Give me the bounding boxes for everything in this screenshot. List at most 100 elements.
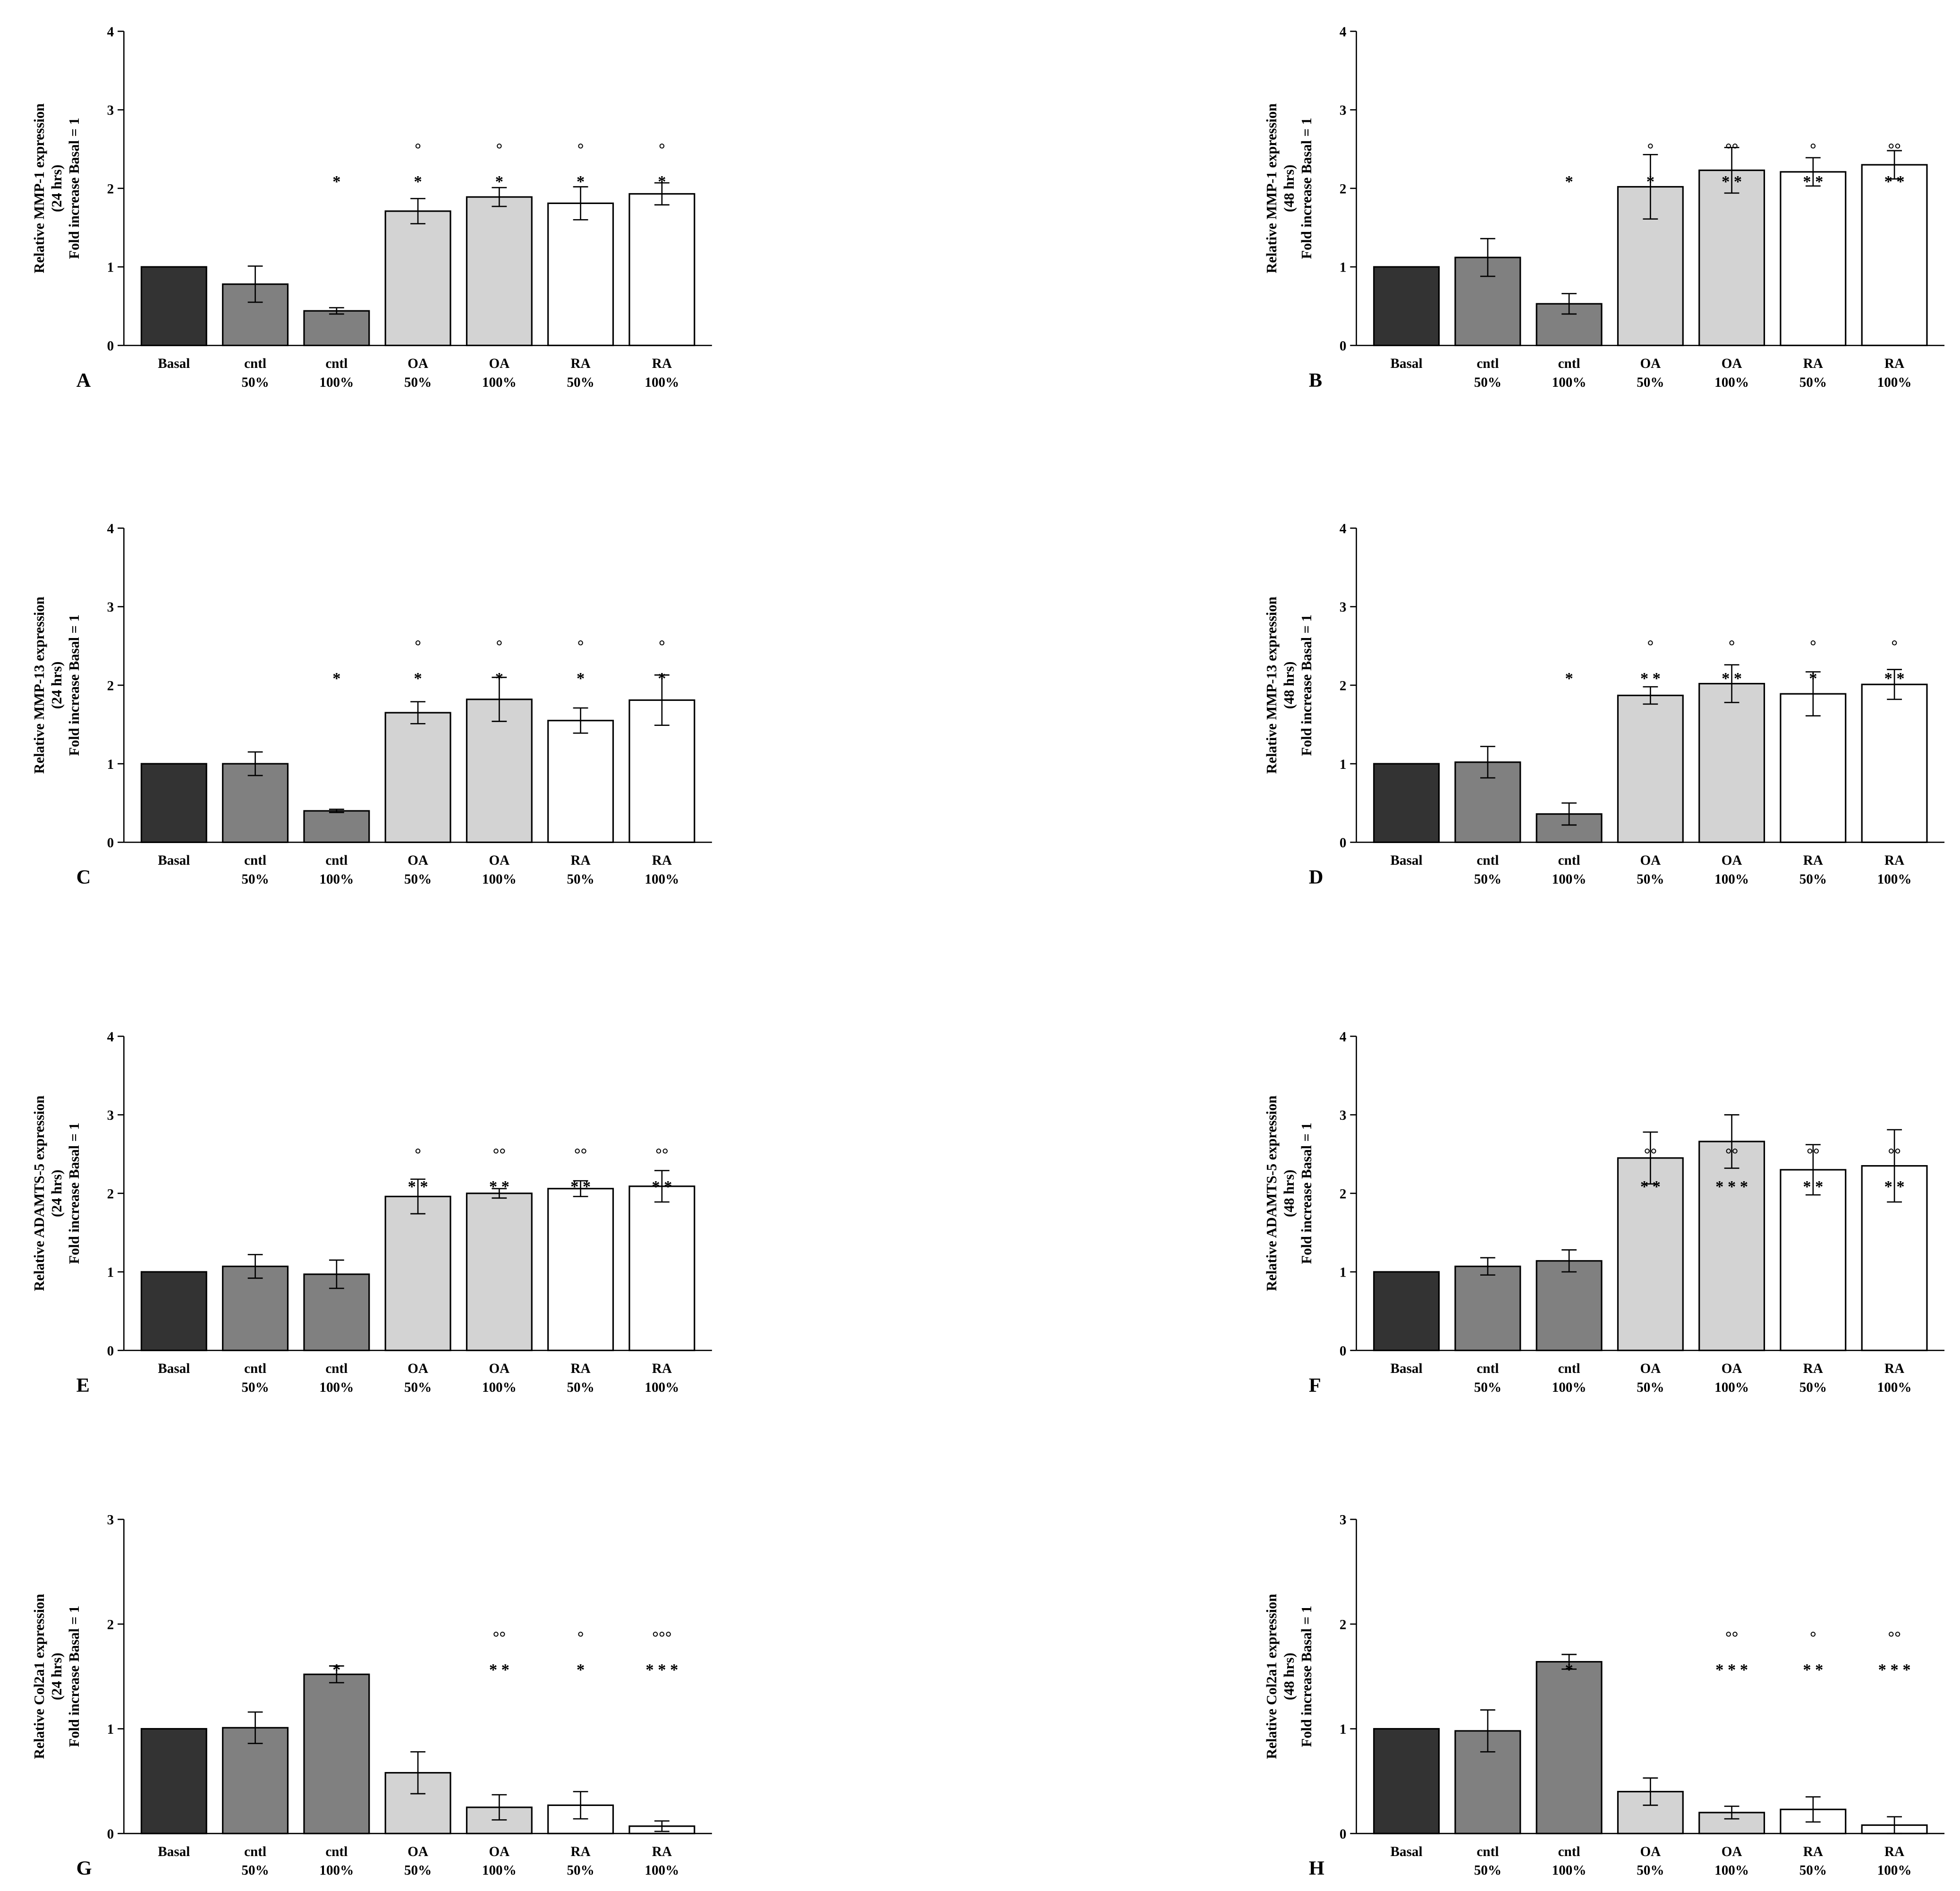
x-tick-label: cntl [1558,1361,1580,1376]
significance-stars: * * [1803,1178,1823,1196]
y-axis-label-line: Relative MMP-13 expression [1264,596,1280,774]
panel-letter: D [1309,866,1324,888]
y-tick-label: 1 [1340,757,1347,772]
bar [140,1271,207,1351]
y-axis-label: Relative ADAMTS-5 expression (24 hrs) Fold… [31,1096,82,1291]
y-tick-label: 1 [107,1722,114,1737]
x-tick-label: cntl [1476,356,1499,371]
significance-circles: ° [1729,637,1735,655]
x-tick-label: Basal [1391,1361,1423,1376]
bar [1536,1661,1603,1834]
significance-stars: * * * [1715,1661,1748,1679]
x-tick-label: 50% [1799,1863,1827,1878]
y-tick-label: 4 [1340,521,1347,537]
x-tick-label: 100% [1552,1863,1587,1878]
significance-circles: ° [577,637,584,655]
x-tick-label: 50% [1474,375,1502,390]
y-axis-label-line: (24 hrs) [49,662,65,709]
x-tick-label: 50% [404,872,432,887]
bar [547,202,614,346]
significance-circles: ° [1647,140,1654,158]
y-tick-label: 0 [1340,339,1347,354]
significance-circles: ° [1891,637,1898,655]
bar [466,196,533,346]
significance-circles: ° [1647,637,1654,655]
y-tick-label: 2 [107,678,114,693]
y-tick-label: 2 [107,181,114,196]
y-tick-label: 4 [107,25,114,40]
significance-stars: * [414,173,422,191]
bar [140,763,207,843]
y-axis-label-line: Relative Col2a1 expression [1264,1594,1280,1759]
panel-letter: C [76,866,91,888]
significance-stars: * * [1884,173,1905,191]
bar [628,193,696,346]
bar [222,763,289,843]
bar [384,1195,451,1351]
y-tick-label: 3 [107,1513,114,1528]
x-tick-label: OA [1640,853,1661,868]
bar [1780,171,1847,346]
x-tick-label: cntl [325,356,348,371]
significance-circles: ° [1810,637,1816,655]
x-tick-label: RA [571,1844,591,1859]
y-tick-label: 2 [1340,181,1347,196]
significance-circles: °° [1725,1628,1739,1646]
significance-circles: °° [655,1145,669,1163]
bar [1698,169,1765,346]
y-tick-label: 4 [1340,1030,1347,1045]
x-tick-label: OA [407,853,428,868]
y-axis-label: Relative MMP-13 expression (48 hrs) Fold i… [1264,596,1315,774]
x-tick-label: RA [1803,356,1823,371]
y-tick-label: 3 [107,1108,114,1123]
x-tick-label: 50% [241,872,269,887]
bar [466,1193,533,1351]
significance-stars: * * [1722,670,1742,688]
y-axis-label-line: Relative ADAMTS-5 expression [31,1096,47,1291]
x-tick-label: RA [1803,853,1823,868]
significance-stars: * * [1722,173,1742,191]
y-axis-label-line: Fold increase Basal = 1 [66,1123,82,1264]
significance-circles: ° [577,1628,584,1646]
bar [1698,682,1765,843]
bar [1617,1157,1684,1351]
bar [466,698,533,843]
y-axis-label-line: (48 hrs) [1281,662,1297,709]
significance-stars: * [495,670,503,688]
y-tick-label: 2 [1340,1186,1347,1201]
y-tick-label: 2 [107,1186,114,1201]
x-tick-label: Basal [1391,1844,1423,1859]
panel-g: 0 1 2 3 Relative Col2a1 expression (24 hrs) Fo… [31,1513,712,1880]
x-tick-label: Basal [158,853,190,868]
x-tick-label: 50% [1637,872,1664,887]
significance-circles: °° [493,1145,506,1163]
bar [222,1265,289,1351]
significance-circles: °° [1725,1145,1739,1163]
significance-circles: ° [659,637,665,655]
x-tick-label: 100% [1714,375,1749,390]
y-tick-label: 1 [107,1265,114,1280]
y-tick-label: 2 [107,1617,114,1632]
significance-circles: ° [577,140,584,158]
y-tick-label: 4 [107,1030,114,1045]
y-tick-label: 4 [107,521,114,537]
significance-stars: * * [408,1178,428,1196]
y-axis-label-line: Fold increase Basal = 1 [66,1606,82,1747]
panel-h: 0 1 2 3 Relative Col2a1 expression (48 hrs) Fo… [1264,1513,1945,1880]
significance-stars: * [1565,670,1573,688]
x-tick-label: RA [571,1361,591,1376]
figure-panels: 0 1 2 3 4 Relative MMP-1 expression (24 hrs) Fo… [31,25,1945,1880]
y-tick-label: 0 [107,1344,114,1359]
x-tick-label: 50% [1799,872,1827,887]
x-tick-label: 50% [404,1863,432,1878]
y-axis-label-line: (48 hrs) [1281,164,1297,212]
x-tick-label: 100% [482,872,517,887]
y-axis-label: Relative MMP-1 expression (24 hrs) Fold in… [31,103,82,273]
y-tick-label: 1 [1340,260,1347,275]
significance-stars: * [414,670,422,688]
x-tick-label: 50% [1637,1863,1664,1878]
significance-circles: ° [415,140,421,158]
x-tick-label: 100% [319,1380,354,1395]
significance-stars: * * [489,1661,509,1679]
